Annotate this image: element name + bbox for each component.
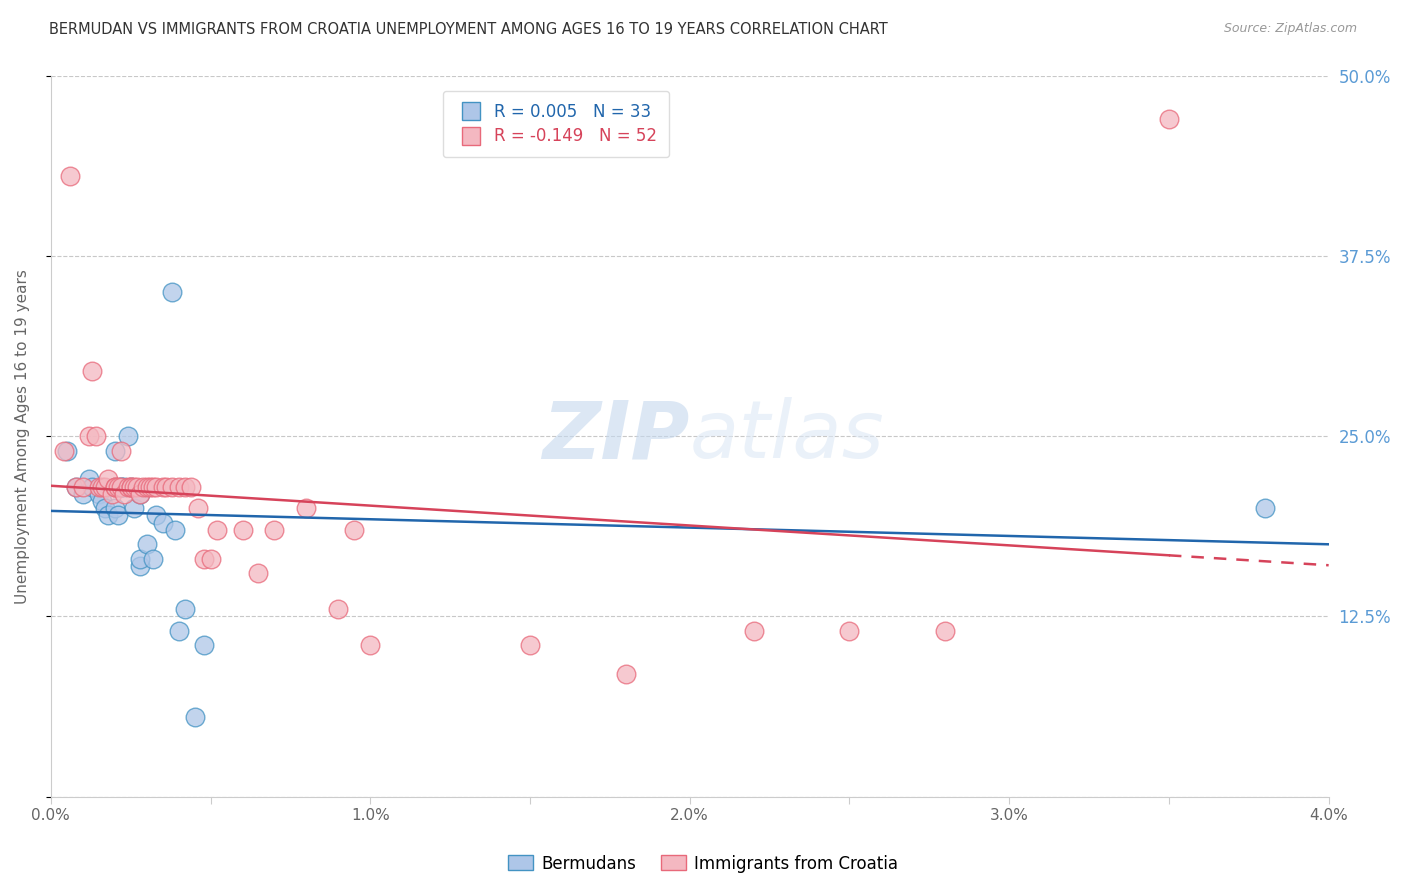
Point <box>129 551 152 566</box>
Point <box>129 558 152 573</box>
Text: BERMUDAN VS IMMIGRANTS FROM CROATIA UNEMPLOYMENT AMONG AGES 16 TO 19 YEARS CORRE: BERMUDAN VS IMMIGRANTS FROM CROATIA UNEM… <box>49 22 889 37</box>
Point <box>59 169 82 184</box>
Point <box>142 479 165 493</box>
Point <box>122 479 145 493</box>
Point <box>519 638 541 652</box>
Point <box>127 479 149 493</box>
Point <box>65 479 87 493</box>
Point <box>104 479 127 493</box>
Point <box>160 285 183 299</box>
Point <box>91 494 114 508</box>
Point <box>139 479 162 493</box>
Point <box>167 479 190 493</box>
Point <box>120 479 142 493</box>
Point <box>84 429 107 443</box>
Point <box>263 523 285 537</box>
Point <box>107 479 129 493</box>
Point <box>104 479 127 493</box>
Point <box>155 479 177 493</box>
Point <box>107 508 129 523</box>
Point <box>183 710 205 724</box>
Point <box>135 537 157 551</box>
Point <box>295 501 318 516</box>
Point <box>838 624 860 638</box>
Point <box>104 479 127 493</box>
Point <box>120 479 142 493</box>
Point <box>193 638 215 652</box>
Point <box>104 501 127 516</box>
Point <box>129 487 152 501</box>
Point <box>77 429 100 443</box>
Point <box>231 523 253 537</box>
Text: ZIP: ZIP <box>543 397 690 475</box>
Text: atlas: atlas <box>690 397 884 475</box>
Point <box>193 551 215 566</box>
Point <box>100 487 122 501</box>
Point <box>112 479 135 493</box>
Point <box>205 523 228 537</box>
Point <box>934 624 956 638</box>
Point <box>110 479 132 493</box>
Point <box>328 602 350 616</box>
Point <box>132 479 155 493</box>
Point <box>104 443 127 458</box>
Point <box>343 523 366 537</box>
Point <box>742 624 765 638</box>
Point <box>91 479 114 493</box>
Point <box>97 508 120 523</box>
Point <box>52 443 75 458</box>
Point <box>117 429 139 443</box>
Point <box>174 602 197 616</box>
Text: Source: ZipAtlas.com: Source: ZipAtlas.com <box>1223 22 1357 36</box>
Point <box>247 566 270 581</box>
Point <box>87 479 110 493</box>
Point <box>82 479 104 493</box>
Point <box>110 479 132 493</box>
Point <box>1254 501 1277 516</box>
Point <box>72 479 94 493</box>
Point <box>112 487 135 501</box>
Point <box>174 479 197 493</box>
Point <box>97 472 120 486</box>
Point <box>110 479 132 493</box>
Point <box>135 479 157 493</box>
Point <box>122 501 145 516</box>
Point <box>167 624 190 638</box>
Point <box>110 443 132 458</box>
Point <box>200 551 222 566</box>
Point <box>56 443 79 458</box>
Point <box>145 508 167 523</box>
Point <box>160 479 183 493</box>
Point <box>1157 112 1180 126</box>
Point <box>145 479 167 493</box>
Y-axis label: Unemployment Among Ages 16 to 19 years: Unemployment Among Ages 16 to 19 years <box>15 268 30 604</box>
Point <box>142 551 165 566</box>
Point <box>129 487 152 501</box>
Point <box>77 472 100 486</box>
Point <box>359 638 381 652</box>
Point <box>94 479 117 493</box>
Legend: R = 0.005   N = 33, R = -0.149   N = 52: R = 0.005 N = 33, R = -0.149 N = 52 <box>443 91 669 157</box>
Point <box>152 516 174 530</box>
Point <box>165 523 187 537</box>
Point <box>180 479 202 493</box>
Point <box>72 487 94 501</box>
Point <box>120 479 142 493</box>
Point <box>152 479 174 493</box>
Point <box>82 364 104 378</box>
Point <box>87 487 110 501</box>
Point <box>65 479 87 493</box>
Legend: Bermudans, Immigrants from Croatia: Bermudans, Immigrants from Croatia <box>501 848 905 880</box>
Point <box>94 501 117 516</box>
Point <box>614 667 637 681</box>
Point <box>117 479 139 493</box>
Point <box>187 501 209 516</box>
